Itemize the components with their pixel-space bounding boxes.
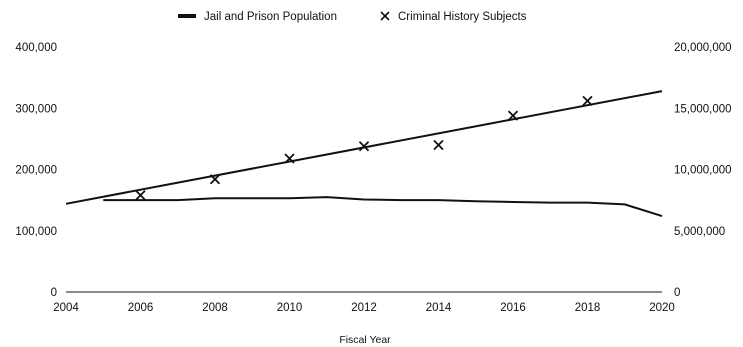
x-marker-stroke — [358, 141, 370, 152]
y-right-tick-label: 20,000,000 — [674, 42, 732, 54]
x-tick-label: 2020 — [649, 302, 675, 314]
x-tick-label: 2018 — [575, 302, 601, 314]
y-left-tick-label: 200,000 — [15, 165, 57, 177]
y-right-tick-label: 10,000,000 — [674, 165, 732, 177]
x-tick-label: 2012 — [351, 302, 377, 314]
x-marker-stroke — [135, 190, 146, 201]
x-marker-point — [433, 139, 444, 151]
x-marker-stroke — [209, 174, 221, 185]
legend-label-criminal-history: Criminal History Subjects — [398, 11, 527, 23]
x-tick-label: 2016 — [500, 302, 526, 314]
x-tick-label: 2006 — [128, 302, 154, 314]
x-tick-labels: 2004 2006 2008 2010 2012 2014 2016 2018 2020 — [53, 302, 675, 314]
x-marker-point — [358, 141, 370, 152]
y-right-tick-label: 15,000,000 — [674, 103, 732, 115]
y-right-tick-labels: 0 5,000,000 10,000,000 15,000,000 20,000,000 — [674, 42, 732, 299]
chart-legend: Jail and Prison Population Criminal Hist… — [178, 11, 527, 23]
x-tick-label: 2008 — [202, 302, 228, 314]
y-left-tick-label: 400,000 — [15, 42, 57, 54]
y-left-tick-label: 100,000 — [15, 226, 57, 238]
x-tick-label: 2004 — [53, 302, 79, 314]
legend-x-marker — [380, 11, 390, 21]
y-right-tick-label: 5,000,000 — [674, 226, 725, 238]
x-marker-stroke — [582, 95, 593, 107]
series-line-1 — [103, 196, 663, 218]
x-tick-label: 2010 — [277, 302, 303, 314]
plot-series — [65, 90, 663, 218]
x-axis-title: Fiscal Year — [339, 334, 391, 346]
x-marker-stroke — [507, 110, 519, 121]
legend-label-jail-prison: Jail and Prison Population — [204, 11, 337, 23]
y-left-tick-labels: 0 100,000 200,000 300,000 400,000 — [15, 42, 57, 299]
y-left-tick-label: 0 — [51, 287, 57, 299]
x-marker-stroke — [433, 139, 444, 151]
x-marker-point — [135, 190, 146, 201]
trend-line — [65, 90, 663, 205]
y-right-tick-label: 0 — [674, 287, 680, 299]
y-left-tick-label: 300,000 — [15, 103, 57, 115]
x-tick-label: 2014 — [426, 302, 452, 314]
